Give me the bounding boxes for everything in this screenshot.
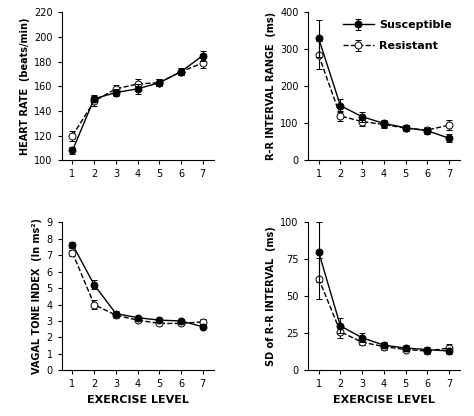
Y-axis label: HEART RATE  (beats/min): HEART RATE (beats/min) [20, 17, 30, 155]
Y-axis label: R-R INTERVAL RANGE  (ms): R-R INTERVAL RANGE (ms) [266, 12, 276, 161]
X-axis label: EXERCISE LEVEL: EXERCISE LEVEL [333, 395, 435, 405]
Y-axis label: VAGAL TONE INDEX  (ln ms²): VAGAL TONE INDEX (ln ms²) [32, 218, 42, 374]
X-axis label: EXERCISE LEVEL: EXERCISE LEVEL [87, 395, 189, 405]
Legend: Susceptible, Resistant: Susceptible, Resistant [340, 18, 454, 54]
Y-axis label: SD of R-R INTERVAL  (ms): SD of R-R INTERVAL (ms) [266, 226, 276, 366]
